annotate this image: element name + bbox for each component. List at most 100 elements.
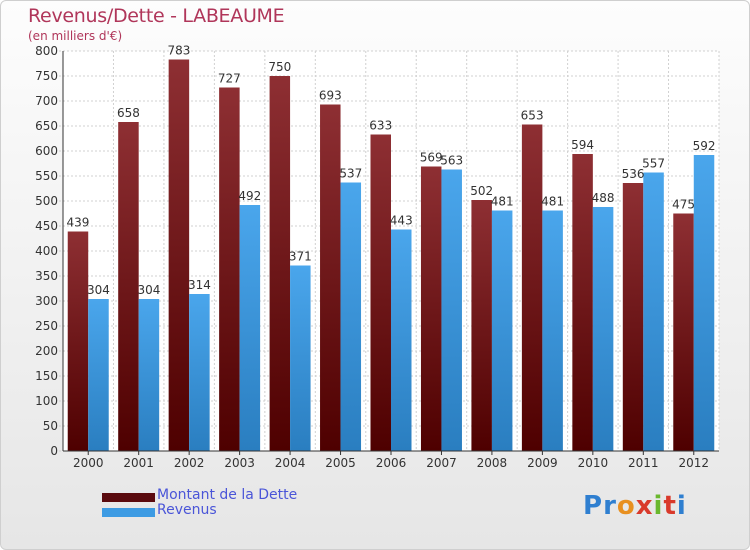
bar-revenus — [340, 182, 362, 451]
data-label-dette: 727 — [218, 72, 241, 86]
y-tick-label: 200 — [35, 344, 58, 358]
data-label-dette: 502 — [470, 184, 493, 198]
chart-title: Revenus/Dette - LABEAUME — [28, 5, 285, 27]
bar-revenus — [290, 265, 311, 451]
data-labels: 439 304 658 304 783 314 727 492 750 371 693 537 633 4… — [67, 44, 716, 298]
data-label-dette: 633 — [369, 119, 392, 133]
bar-dette — [269, 76, 291, 451]
data-label-dette: 594 — [571, 138, 594, 152]
y-tick-label: 50 — [43, 419, 58, 433]
bar-revenus — [441, 169, 462, 451]
legend-label-revenus: Revenus — [157, 502, 217, 518]
data-label-dette: 536 — [622, 167, 645, 181]
y-tick-label: 300 — [35, 294, 58, 308]
y-tick-label: 600 — [35, 144, 58, 158]
bar-dette — [622, 183, 644, 451]
x-tick-label: 2012 — [678, 456, 709, 470]
x-tick-label: 2003 — [224, 456, 255, 470]
bar-dette — [168, 59, 190, 451]
data-label-dette: 653 — [521, 109, 544, 123]
bar-dette — [370, 134, 391, 451]
x-tick-label: 2004 — [275, 456, 306, 470]
y-tick-label: 450 — [35, 219, 58, 233]
data-label-revenus: 563 — [440, 154, 463, 168]
data-label-revenus: 492 — [238, 189, 261, 203]
bar-revenus — [189, 294, 210, 451]
bar-dette — [67, 231, 89, 451]
data-label-revenus: 304 — [87, 283, 110, 297]
y-tick-label: 800 — [35, 44, 58, 58]
data-label-revenus: 592 — [693, 139, 716, 153]
y-tick-label: 250 — [35, 319, 58, 333]
y-tick-label: 750 — [35, 69, 58, 83]
legend-swatch-revenus — [102, 508, 155, 517]
bar-dette — [471, 200, 492, 451]
bar-revenus — [88, 299, 109, 451]
chart-subtitle: (en milliers d'€) — [28, 29, 123, 43]
logo-letter: i — [653, 491, 664, 521]
bar-revenus — [239, 205, 261, 451]
y-tick-label: 550 — [35, 169, 58, 183]
logo-letter: t — [663, 491, 677, 521]
y-tick-label: 0 — [50, 444, 58, 458]
logo-letter: r — [603, 491, 617, 521]
logo-letter: o — [616, 491, 636, 521]
legend-label-debt: Montant de la Dette — [157, 487, 298, 503]
proxiti-logo: Proxiti — [583, 491, 687, 521]
bar-dette — [118, 122, 139, 451]
data-label-dette: 475 — [672, 198, 695, 212]
x-tick-label: 2005 — [325, 456, 356, 470]
x-tick-label: 2000 — [73, 456, 104, 470]
data-label-dette: 569 — [420, 151, 443, 165]
y-tick-label: 500 — [35, 194, 58, 208]
data-label-dette: 439 — [67, 216, 90, 230]
data-label-dette: 750 — [268, 60, 291, 74]
bars — [67, 59, 715, 451]
data-label-dette: 693 — [319, 89, 342, 103]
data-label-revenus: 481 — [491, 195, 514, 209]
data-label-revenus: 443 — [390, 214, 413, 228]
x-tick-label: 2008 — [477, 456, 508, 470]
data-label-revenus: 537 — [339, 167, 362, 181]
logo-letter: P — [583, 491, 604, 521]
y-tick-label: 350 — [35, 269, 58, 283]
bar-revenus — [592, 207, 614, 451]
bar-dette — [673, 213, 694, 451]
axes: 0 50 100 150 200 250 300 350 400 450 500 550 600 650 7… — [35, 44, 719, 470]
y-tick-label: 150 — [35, 369, 58, 383]
logo-letter: i — [676, 491, 687, 521]
bar-revenus — [542, 210, 563, 451]
y-tick-label: 700 — [35, 94, 58, 108]
y-tick-label: 400 — [35, 244, 58, 258]
bar-revenus — [643, 172, 664, 451]
x-tick-label: 2006 — [376, 456, 407, 470]
x-tick-label: 2007 — [426, 456, 457, 470]
data-label-revenus: 481 — [541, 195, 564, 209]
bar-revenus — [391, 229, 412, 451]
x-tick-label: 2002 — [174, 456, 205, 470]
bar-dette — [219, 87, 240, 451]
data-label-dette: 783 — [167, 44, 190, 58]
bar-dette — [572, 154, 593, 451]
data-label-revenus: 304 — [137, 283, 160, 297]
x-tick-label: 2001 — [123, 456, 154, 470]
legend-swatch-debt — [102, 493, 155, 502]
bar-revenus — [138, 299, 160, 451]
x-tick-label: 2011 — [628, 456, 659, 470]
bar-dette — [320, 104, 341, 451]
data-label-revenus: 488 — [592, 191, 615, 205]
data-label-revenus: 557 — [642, 157, 665, 171]
data-label-revenus: 314 — [188, 278, 211, 292]
y-tick-label: 650 — [35, 119, 58, 133]
data-label-dette: 658 — [117, 106, 140, 120]
logo-letter: x — [635, 491, 654, 521]
bar-dette — [420, 166, 442, 451]
bar-revenus — [693, 155, 715, 451]
bar-revenus — [491, 210, 513, 451]
x-tick-label: 2009 — [527, 456, 558, 470]
data-label-revenus: 371 — [289, 250, 312, 264]
y-tick-label: 100 — [35, 394, 58, 408]
bar-dette — [521, 124, 543, 451]
